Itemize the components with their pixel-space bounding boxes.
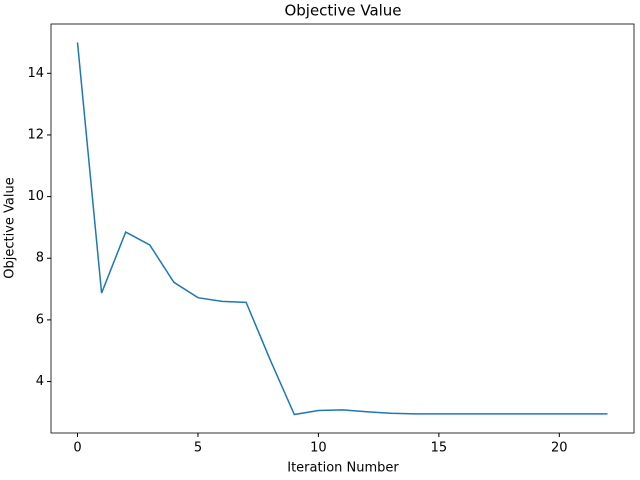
y-tick-label: 12 xyxy=(27,127,44,142)
x-tick-label: 15 xyxy=(431,441,448,456)
x-axis-label: Iteration Number xyxy=(287,461,399,476)
x-tick-label: 0 xyxy=(73,441,81,456)
y-tick-label: 6 xyxy=(36,312,44,327)
chart-title: Objective Value xyxy=(284,2,401,20)
y-tick-label: 8 xyxy=(36,251,44,266)
x-tick-label: 10 xyxy=(310,441,327,456)
y-tick-label: 14 xyxy=(27,66,44,81)
data-line xyxy=(76,42,608,416)
y-tick-label: 4 xyxy=(36,374,44,389)
x-tick-label: 20 xyxy=(551,441,568,456)
y-axis-label: Objective Value xyxy=(3,177,18,278)
y-tick-label: 10 xyxy=(27,189,44,204)
plot-frame xyxy=(50,23,635,434)
x-tick-label: 5 xyxy=(194,441,202,456)
